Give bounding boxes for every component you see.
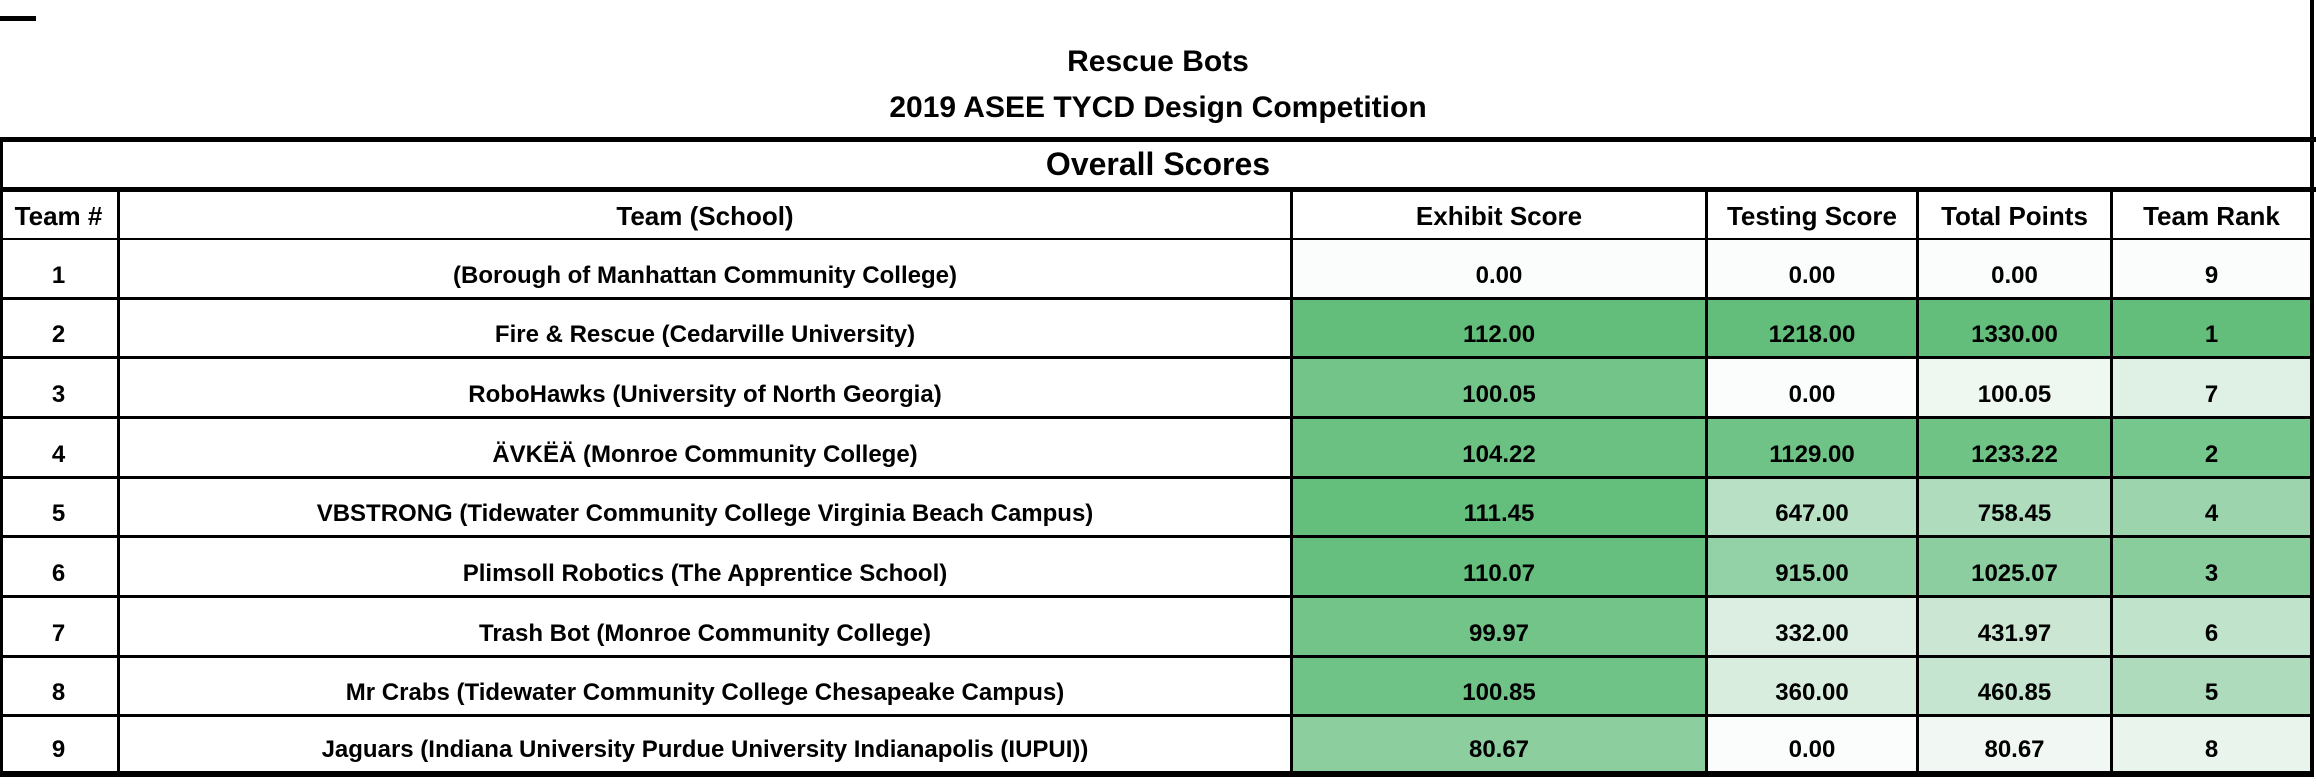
table-right-border <box>2310 0 2314 777</box>
column-header-exhibit-score: Exhibit Score <box>1293 192 1708 238</box>
testing-score-cell: 1218.00 <box>1708 299 1919 357</box>
column-header-total-points: Total Points <box>1919 192 2113 238</box>
title-block: Rescue Bots 2019 ASEE TYCD Design Compet… <box>0 0 2316 142</box>
team-school-cell: Fire & Rescue (Cedarville University) <box>120 299 1293 357</box>
team-school-cell: VBSTRONG (Tidewater Community College Vi… <box>120 478 1293 536</box>
team-school-cell: RoboHawks (University of North Georgia) <box>120 359 1293 416</box>
team-rank-cell: 2 <box>2113 418 2310 476</box>
team-number-cell: 3 <box>0 359 120 416</box>
exhibit-score-cell: 111.45 <box>1293 478 1708 536</box>
team-number-cell: 4 <box>0 418 120 476</box>
exhibit-score-cell: 100.05 <box>1293 359 1708 416</box>
team-number-cell: 9 <box>0 717 120 771</box>
testing-score-cell: 0.00 <box>1708 359 1919 416</box>
team-school-cell: ÄVKËÄ (Monroe Community College) <box>120 418 1293 476</box>
total-points-cell: 100.05 <box>1919 359 2113 416</box>
section-header: Overall Scores <box>0 142 2316 192</box>
total-points-cell: 0.00 <box>1919 240 2113 297</box>
team-number-cell: 5 <box>0 478 120 536</box>
total-points-cell: 460.85 <box>1919 657 2113 715</box>
team-rank-cell: 8 <box>2113 717 2310 771</box>
team-school-cell: (Borough of Manhattan Community College) <box>120 240 1293 297</box>
table-row: 5 VBSTRONG (Tidewater Community College … <box>0 478 2310 539</box>
table-left-border <box>0 142 3 777</box>
testing-score-cell: 332.00 <box>1708 597 1919 655</box>
table-row: 3 RoboHawks (University of North Georgia… <box>0 359 2310 419</box>
total-points-cell: 758.45 <box>1919 478 2113 536</box>
testing-score-cell: 0.00 <box>1708 240 1919 297</box>
table-row: 4 ÄVKËÄ (Monroe Community College) 104.2… <box>0 418 2310 479</box>
team-number-cell: 1 <box>0 240 120 297</box>
page-subtitle: 2019 ASEE TYCD Design Competition <box>889 91 1427 124</box>
team-school-cell: Jaguars (Indiana University Purdue Unive… <box>120 717 1293 771</box>
team-school-cell: Mr Crabs (Tidewater Community College Ch… <box>120 657 1293 715</box>
table-row: 1 (Borough of Manhattan Community Colleg… <box>0 240 2310 300</box>
team-rank-cell: 7 <box>2113 359 2310 416</box>
total-points-cell: 1233.22 <box>1919 418 2113 476</box>
testing-score-cell: 1129.00 <box>1708 418 1919 476</box>
table-row: 9 Jaguars (Indiana University Purdue Uni… <box>0 717 2310 777</box>
total-points-cell: 1330.00 <box>1919 299 2113 357</box>
total-points-cell: 431.97 <box>1919 597 2113 655</box>
column-header-team-school: Team (School) <box>120 192 1293 238</box>
team-rank-cell: 9 <box>2113 240 2310 297</box>
testing-score-cell: 0.00 <box>1708 717 1919 771</box>
testing-score-cell: 915.00 <box>1708 538 1919 595</box>
team-number-cell: 2 <box>0 299 120 357</box>
team-rank-cell: 5 <box>2113 657 2310 715</box>
team-number-cell: 6 <box>0 538 120 595</box>
exhibit-score-cell: 100.85 <box>1293 657 1708 715</box>
team-rank-cell: 3 <box>2113 538 2310 595</box>
table-body: 1 (Borough of Manhattan Community Colleg… <box>0 240 2316 777</box>
team-rank-cell: 4 <box>2113 478 2310 536</box>
exhibit-score-cell: 110.07 <box>1293 538 1708 595</box>
column-header-team-number: Team # <box>0 192 120 238</box>
exhibit-score-cell: 0.00 <box>1293 240 1708 297</box>
table-row: 8 Mr Crabs (Tidewater Community College … <box>0 657 2310 718</box>
page-title: Rescue Bots <box>1067 45 1249 78</box>
team-rank-cell: 1 <box>2113 299 2310 357</box>
stray-border-fragment <box>0 16 36 21</box>
table-row: 6 Plimsoll Robotics (The Apprentice Scho… <box>0 538 2310 598</box>
column-header-testing-score: Testing Score <box>1708 192 1919 238</box>
team-rank-cell: 6 <box>2113 597 2310 655</box>
testing-score-cell: 360.00 <box>1708 657 1919 715</box>
total-points-cell: 1025.07 <box>1919 538 2113 595</box>
total-points-cell: 80.67 <box>1919 717 2113 771</box>
team-school-cell: Plimsoll Robotics (The Apprentice School… <box>120 538 1293 595</box>
exhibit-score-cell: 112.00 <box>1293 299 1708 357</box>
exhibit-score-cell: 99.97 <box>1293 597 1708 655</box>
table-header-row: Team # Team (School) Exhibit Score Testi… <box>0 192 2310 240</box>
column-header-team-rank: Team Rank <box>2143 200 2280 231</box>
exhibit-score-cell: 104.22 <box>1293 418 1708 476</box>
team-number-cell: 7 <box>0 597 120 655</box>
team-school-cell: Trash Bot (Monroe Community College) <box>120 597 1293 655</box>
testing-score-cell: 647.00 <box>1708 478 1919 536</box>
table-row: 7 Trash Bot (Monroe Community College) 9… <box>0 597 2310 658</box>
exhibit-score-cell: 80.67 <box>1293 717 1708 771</box>
team-number-cell: 8 <box>0 657 120 715</box>
table-row: 2 Fire & Rescue (Cedarville University) … <box>0 299 2310 360</box>
